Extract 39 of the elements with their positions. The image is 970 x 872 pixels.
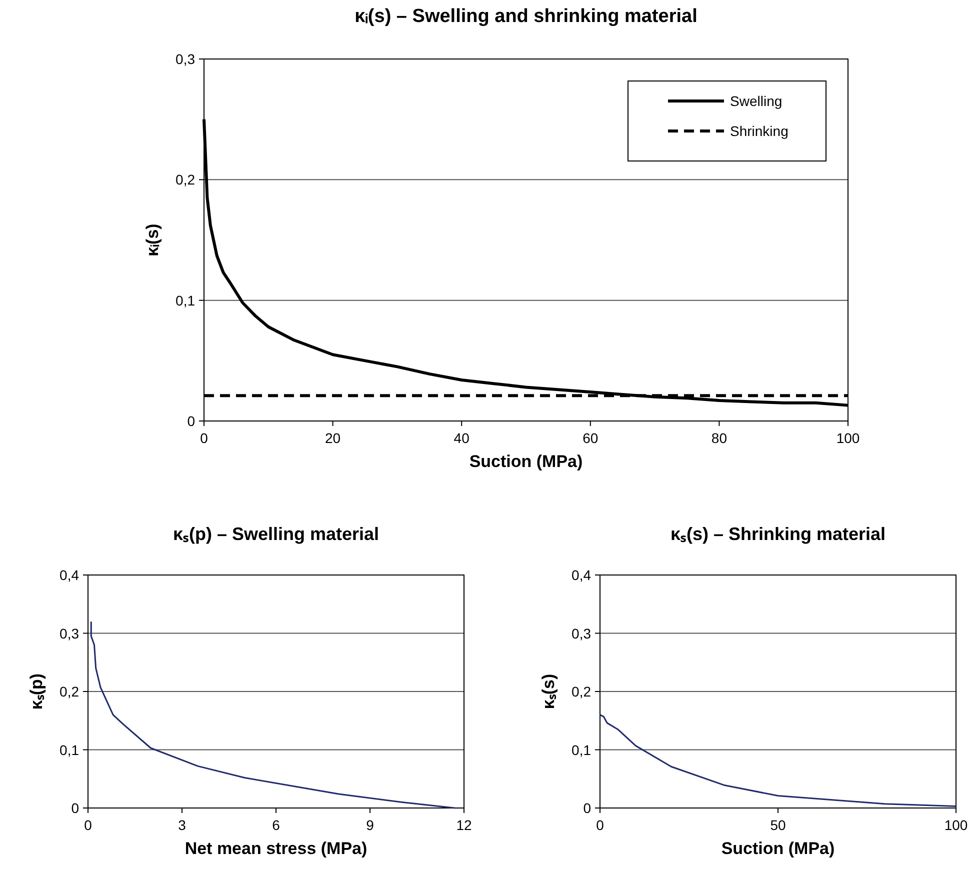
y-tick-label: 0,4 — [572, 567, 592, 583]
x-axis-title: Net mean stress (MPa) — [184, 839, 368, 858]
x-tick-label: 80 — [711, 430, 728, 446]
y-tick-label: 0 — [71, 800, 80, 816]
y-tick-label: 0,2 — [60, 684, 80, 700]
x-tick-label: 9 — [366, 817, 374, 833]
y-tick-label: 0,3 — [176, 51, 196, 67]
y-tick-label: 0,1 — [176, 292, 196, 308]
legend-label: Shrinking — [730, 123, 788, 139]
x-tick-label: 50 — [770, 817, 786, 833]
x-tick-label: 12 — [456, 817, 472, 833]
y-axis-title: κₛ(s) — [539, 674, 558, 710]
x-tick-label: 0 — [84, 817, 92, 833]
x-tick-label: 0 — [596, 817, 604, 833]
chart-title: κₛ(p) – Swelling material — [172, 524, 380, 544]
y-tick-label: 0,1 — [572, 742, 592, 758]
y-tick-label: 0 — [187, 413, 196, 429]
chart-title: κᵢ(s) – Swelling and shrinking material — [354, 6, 698, 27]
y-tick-label: 0,2 — [572, 684, 592, 700]
x-tick-label: 100 — [836, 430, 860, 446]
x-tick-label: 0 — [200, 430, 208, 446]
y-axis-title: κₛ(p) — [27, 673, 46, 710]
y-tick-label: 0,3 — [572, 625, 592, 642]
y-axis-title: κᵢ(s) — [143, 224, 162, 256]
y-tick-label: 0,1 — [60, 742, 80, 758]
x-axis-title: Suction (MPa) — [469, 452, 583, 471]
x-tick-label: 20 — [325, 430, 341, 446]
y-tick-label: 0,3 — [60, 625, 80, 642]
chart-title: κₛ(s) – Shrinking material — [670, 524, 886, 544]
x-tick-label: 3 — [178, 817, 186, 833]
x-tick-label: 100 — [944, 817, 968, 833]
x-tick-label: 60 — [582, 430, 598, 446]
x-axis-title: Suction (MPa) — [721, 839, 835, 858]
legend-label: Swelling — [730, 93, 782, 109]
x-tick-label: 6 — [272, 817, 280, 833]
y-tick-label: 0,4 — [60, 567, 80, 583]
y-tick-label: 0 — [583, 800, 592, 816]
x-tick-label: 40 — [454, 430, 470, 446]
y-tick-label: 0,2 — [176, 172, 196, 188]
